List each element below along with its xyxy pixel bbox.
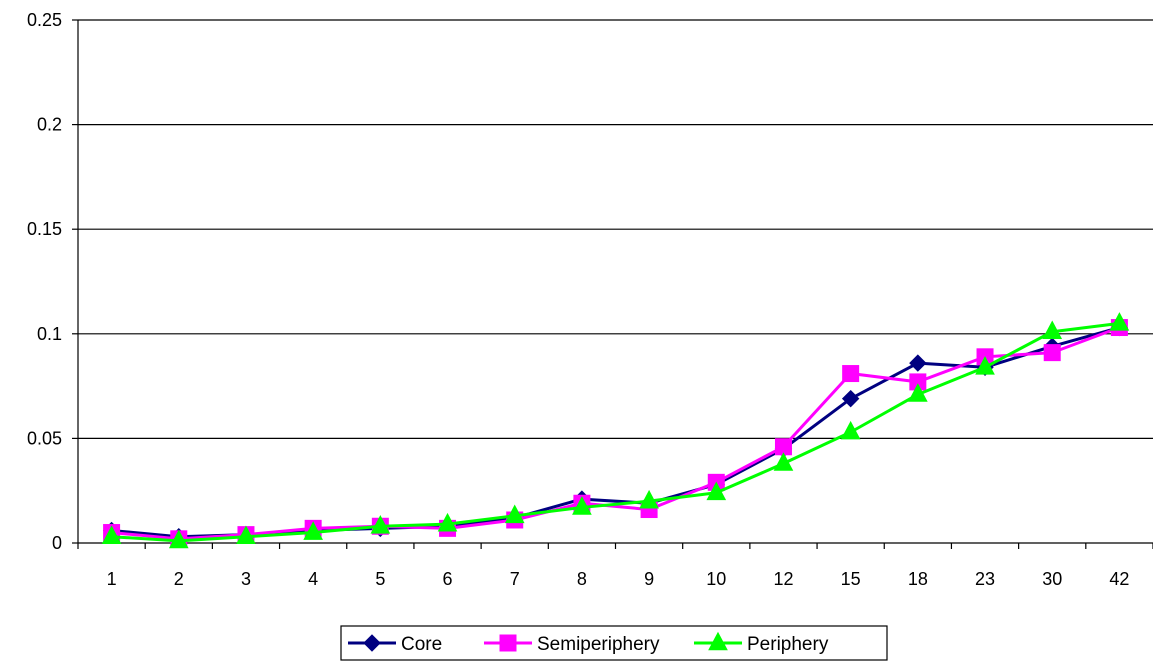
legend-item-semiperiphery: Semiperiphery [484, 634, 660, 655]
x-tick-label: 3 [241, 569, 251, 589]
series-line-periphery [111, 321, 1120, 543]
x-tick-label: 2 [174, 569, 184, 589]
data-point-periphery [303, 521, 323, 540]
x-axis: 1 2 3 4 5 6 7 8 9 10 12 15 18 23 30 42 [77, 542, 1153, 589]
series-core [102, 318, 1129, 546]
data-point-periphery [1042, 320, 1063, 340]
data-point-periphery [168, 529, 189, 549]
x-tick-label: 10 [706, 569, 726, 589]
y-tick-label: 0.2 [37, 115, 62, 135]
data-point-periphery [639, 489, 659, 509]
x-tick-label: 42 [1109, 569, 1129, 589]
x-tick-label: 23 [975, 569, 995, 589]
data-point-periphery [706, 481, 727, 501]
data-point-core [841, 389, 860, 408]
y-tick-label: 0.1 [37, 324, 62, 344]
data-point-periphery [572, 496, 592, 515]
x-tick-label: 4 [308, 569, 318, 589]
legend-box [340, 625, 888, 661]
y-tick-label: 0.05 [27, 428, 62, 448]
data-point-semiperiphery [842, 365, 860, 383]
x-tick-label: 9 [644, 569, 654, 589]
y-tick-label: 0.15 [27, 219, 62, 239]
legend-label: Semiperiphery [537, 634, 660, 655]
x-tick-label: 18 [908, 569, 928, 589]
series-semiperiphery [103, 319, 1128, 548]
data-point-periphery [908, 383, 928, 402]
data-point-periphery [773, 452, 794, 471]
x-tick-label: 5 [375, 569, 385, 589]
data-point-periphery [975, 356, 995, 375]
y-tick-label: 0.25 [27, 10, 62, 30]
x-tick-label: 12 [773, 569, 793, 589]
series-periphery [101, 312, 1130, 549]
data-point-semiperiphery [1043, 344, 1061, 362]
data-point-periphery [101, 525, 122, 545]
y-tick-label: 0 [52, 533, 62, 553]
legend-swatch-marker [499, 634, 517, 652]
data-point-periphery [840, 420, 861, 440]
x-tick-label: 15 [841, 569, 861, 589]
legend-swatch-marker [708, 631, 728, 651]
data-point-periphery [504, 504, 525, 524]
data-point-periphery [1109, 312, 1130, 331]
legend: Core Semiperiphery Periphery [340, 625, 888, 661]
data-point-periphery [370, 514, 391, 534]
x-tick-label: 7 [510, 569, 520, 589]
x-tick-label: 6 [443, 569, 453, 589]
x-tick-label: 30 [1042, 569, 1062, 589]
x-tick-label: 1 [107, 569, 117, 589]
legend-label: Core [401, 634, 442, 655]
legend-swatch-marker [363, 634, 381, 652]
data-point-periphery [437, 512, 458, 532]
series-line-semiperiphery [111, 326, 1120, 541]
legend-item-core: Core [348, 634, 442, 655]
x-tick-label: 8 [577, 569, 587, 589]
y-axis: 0 0.05 0.1 0.15 0.2 0.25 [27, 10, 79, 553]
legend-item-periphery: Periphery [694, 631, 829, 655]
legend-label: Periphery [747, 634, 829, 655]
data-point-periphery [236, 525, 256, 545]
series-group [101, 312, 1130, 549]
data-point-core [909, 354, 927, 372]
plot-area [78, 19, 1153, 439]
